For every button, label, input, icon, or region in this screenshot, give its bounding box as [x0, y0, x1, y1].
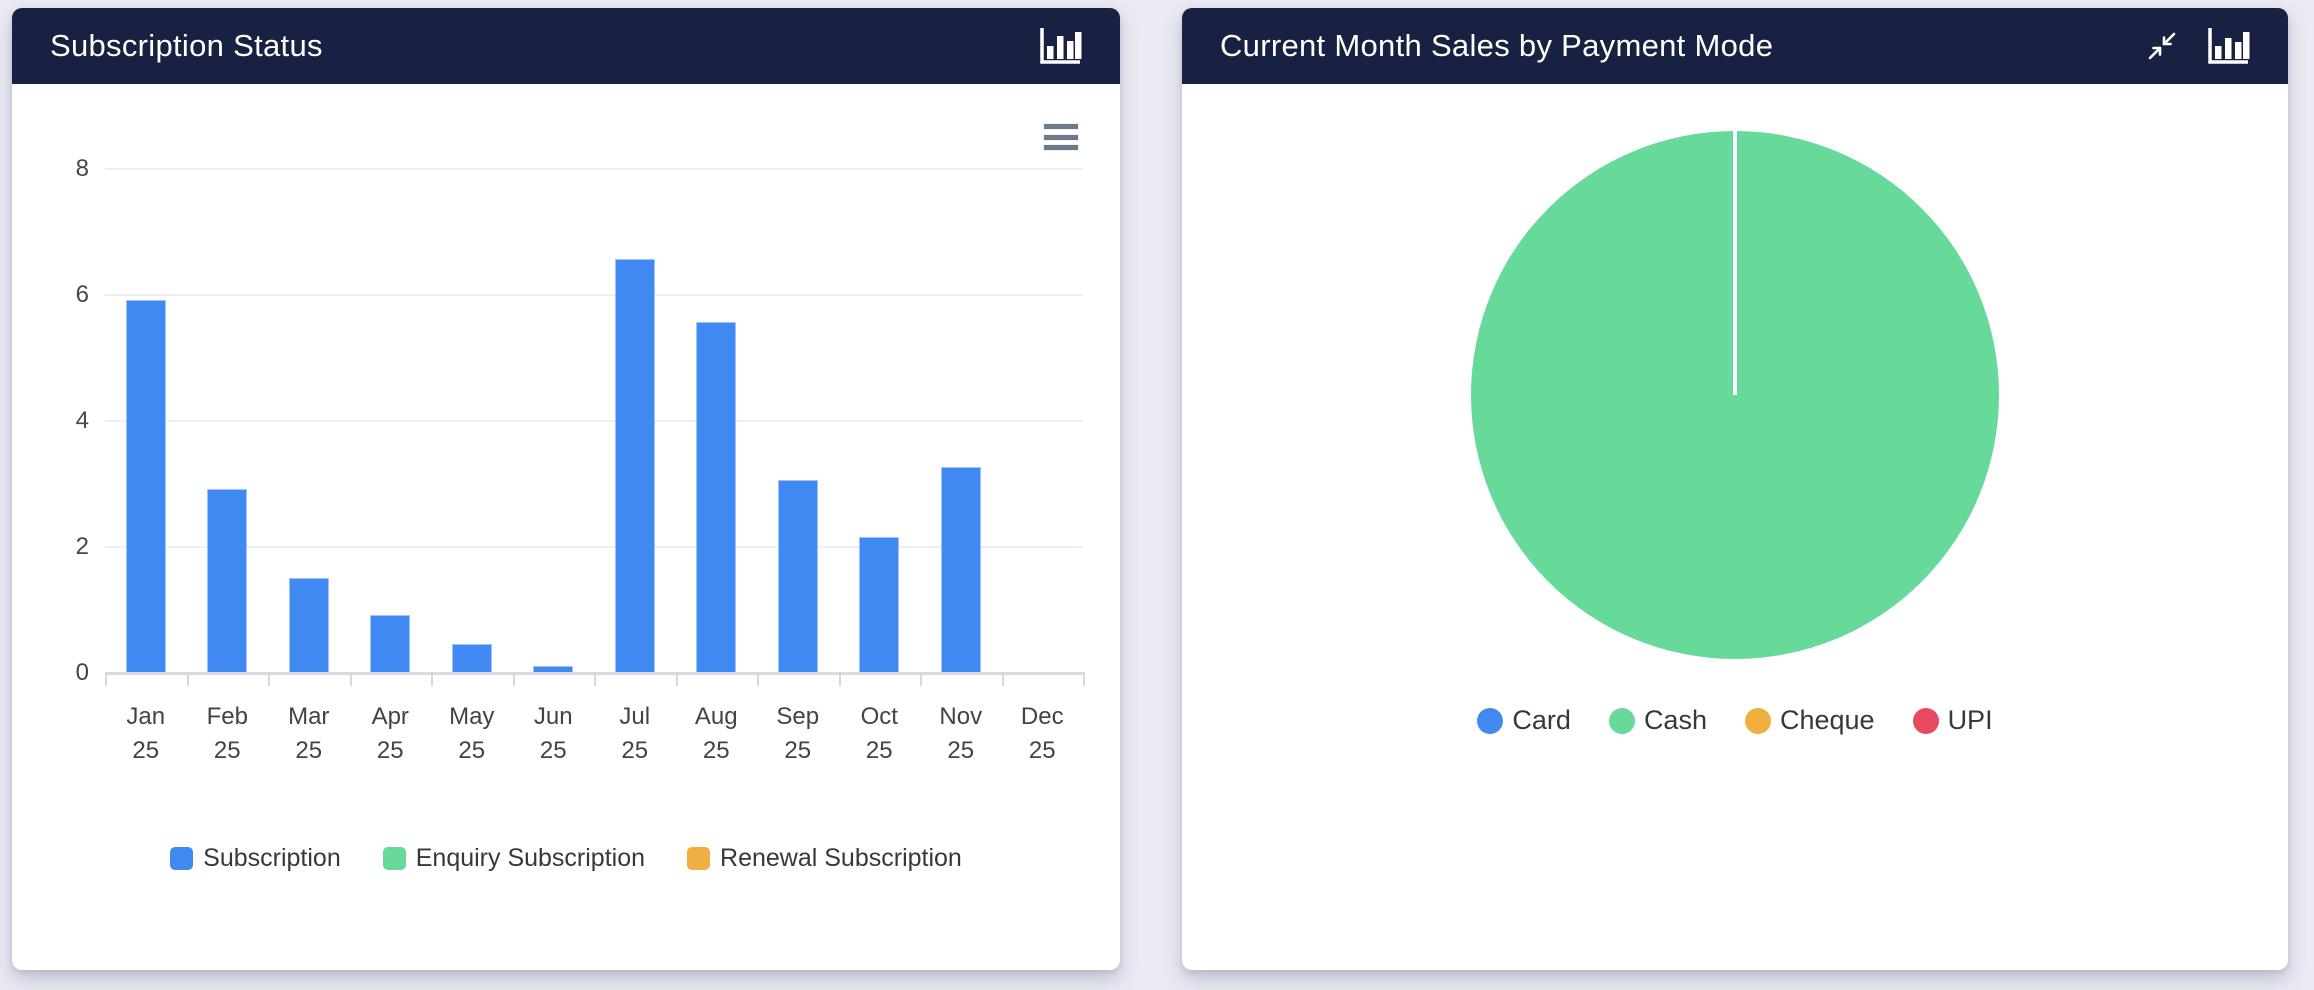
compress-icon[interactable] [2146, 30, 2178, 62]
gridline [105, 294, 1083, 296]
legend-marker [1744, 707, 1771, 734]
y-axis-label: 4 [75, 407, 89, 434]
x-axis-label: Oct 25 [860, 703, 898, 764]
x-axis-label: Aug 25 [694, 703, 738, 764]
x-axis-label: Apr 25 [371, 703, 409, 764]
legend-marker [382, 847, 406, 870]
legend-label: UPI [1947, 705, 1993, 735]
axis-tick [1083, 672, 1085, 686]
axis-tick [349, 672, 352, 686]
card-title: Current Month Sales by Payment Mode [1220, 28, 1774, 63]
bar-may-25[interactable] [451, 643, 492, 672]
column-chart-icon[interactable] [2206, 26, 2250, 66]
bar-feb-25[interactable] [207, 489, 248, 672]
axis-tick [431, 672, 433, 686]
gridline [105, 546, 1083, 548]
bar-oct-25[interactable] [859, 536, 900, 672]
legend-item-enquiry-subscription[interactable]: Enquiry Subscription [382, 844, 646, 873]
x-axis-label: Dec 25 [1020, 703, 1064, 764]
legend-item-card[interactable]: Card [1477, 705, 1571, 736]
payment-mode-card: Current Month Sales by Payment Mode [1182, 8, 2288, 970]
legend-item-renewal-subscription[interactable]: Renewal Subscription [687, 844, 962, 873]
bar-sep-25[interactable] [777, 479, 818, 672]
x-axis-label: Mar 25 [288, 703, 330, 764]
axis-tick [594, 672, 596, 686]
x-axis-label: Jul 25 [619, 703, 651, 764]
bar-apr-25[interactable] [370, 615, 411, 672]
legend-marker [170, 847, 194, 870]
axis-tick [920, 672, 922, 686]
x-axis-label: May 25 [449, 703, 495, 764]
legend-item-upi[interactable]: UPI [1912, 705, 1993, 736]
x-axis-label: Sep 25 [776, 703, 820, 764]
subscription-status-card: Subscription Status 0 2 4 6 8 Jan 25 Feb 25 Mar… [12, 8, 1120, 970]
legend-item-cash[interactable]: Cash [1608, 705, 1707, 736]
legend-label: Cash [1643, 705, 1707, 735]
axis-tick [268, 672, 270, 686]
bar-nov-25[interactable] [940, 467, 981, 672]
y-axis-label: 8 [75, 155, 89, 182]
legend-label: Subscription [203, 844, 341, 872]
legend-marker [1912, 707, 1939, 734]
hamburger-menu-icon[interactable] [1043, 123, 1079, 151]
bar-jul-25[interactable] [614, 259, 655, 672]
legend-label: Card [1512, 705, 1571, 735]
axis-tick [105, 672, 107, 686]
gridline [105, 420, 1083, 422]
x-axis-label: Nov 25 [939, 703, 983, 764]
legend-marker [1608, 707, 1635, 734]
axis-tick [838, 672, 841, 686]
bar-chart-legend: Subscription Enquiry Subscription Renewal … [12, 844, 1120, 873]
bar-chart-area: 0 2 4 6 8 Jan 25 Feb 25 Mar 25 Apr 25 May 25 Jun 2… [12, 84, 1120, 970]
subscription-status-header: Subscription Status [12, 8, 1120, 84]
bar-aug-25[interactable] [696, 322, 737, 672]
y-axis-label: 2 [75, 533, 89, 560]
y-axis-label: 6 [75, 281, 89, 308]
legend-item-subscription[interactable]: Subscription [170, 844, 341, 873]
payment-mode-header: Current Month Sales by Payment Mode [1182, 8, 2288, 84]
header-icons [2146, 26, 2288, 66]
bar-jun-25[interactable] [533, 665, 574, 672]
pie-chart-legend: Card Cash Cheque UPI [1182, 705, 2288, 736]
legend-label: Cheque [1779, 705, 1875, 735]
column-chart-icon[interactable] [1038, 26, 1082, 66]
axis-tick [1001, 672, 1004, 686]
card-title: Subscription Status [50, 28, 323, 63]
header-icons [1038, 26, 1120, 66]
pie-chart [1455, 115, 2015, 675]
axis-tick [757, 672, 759, 686]
x-axis-label: Jan 25 [126, 703, 166, 764]
gridline [105, 168, 1083, 170]
y-axis-label: 0 [75, 659, 89, 686]
legend-label: Enquiry Subscription [415, 844, 646, 872]
x-axis-label: Jun 25 [533, 703, 573, 764]
legend-marker [687, 847, 711, 870]
axis-tick [186, 672, 189, 686]
legend-label: Renewal Subscription [720, 844, 962, 872]
axis-tick [512, 672, 515, 686]
bar-mar-25[interactable] [288, 577, 329, 672]
bar-jan-25[interactable] [125, 300, 166, 672]
axis-tick [675, 672, 678, 686]
legend-item-cheque[interactable]: Cheque [1744, 705, 1875, 736]
x-axis-label: Feb 25 [206, 703, 248, 764]
legend-marker [1477, 707, 1504, 734]
